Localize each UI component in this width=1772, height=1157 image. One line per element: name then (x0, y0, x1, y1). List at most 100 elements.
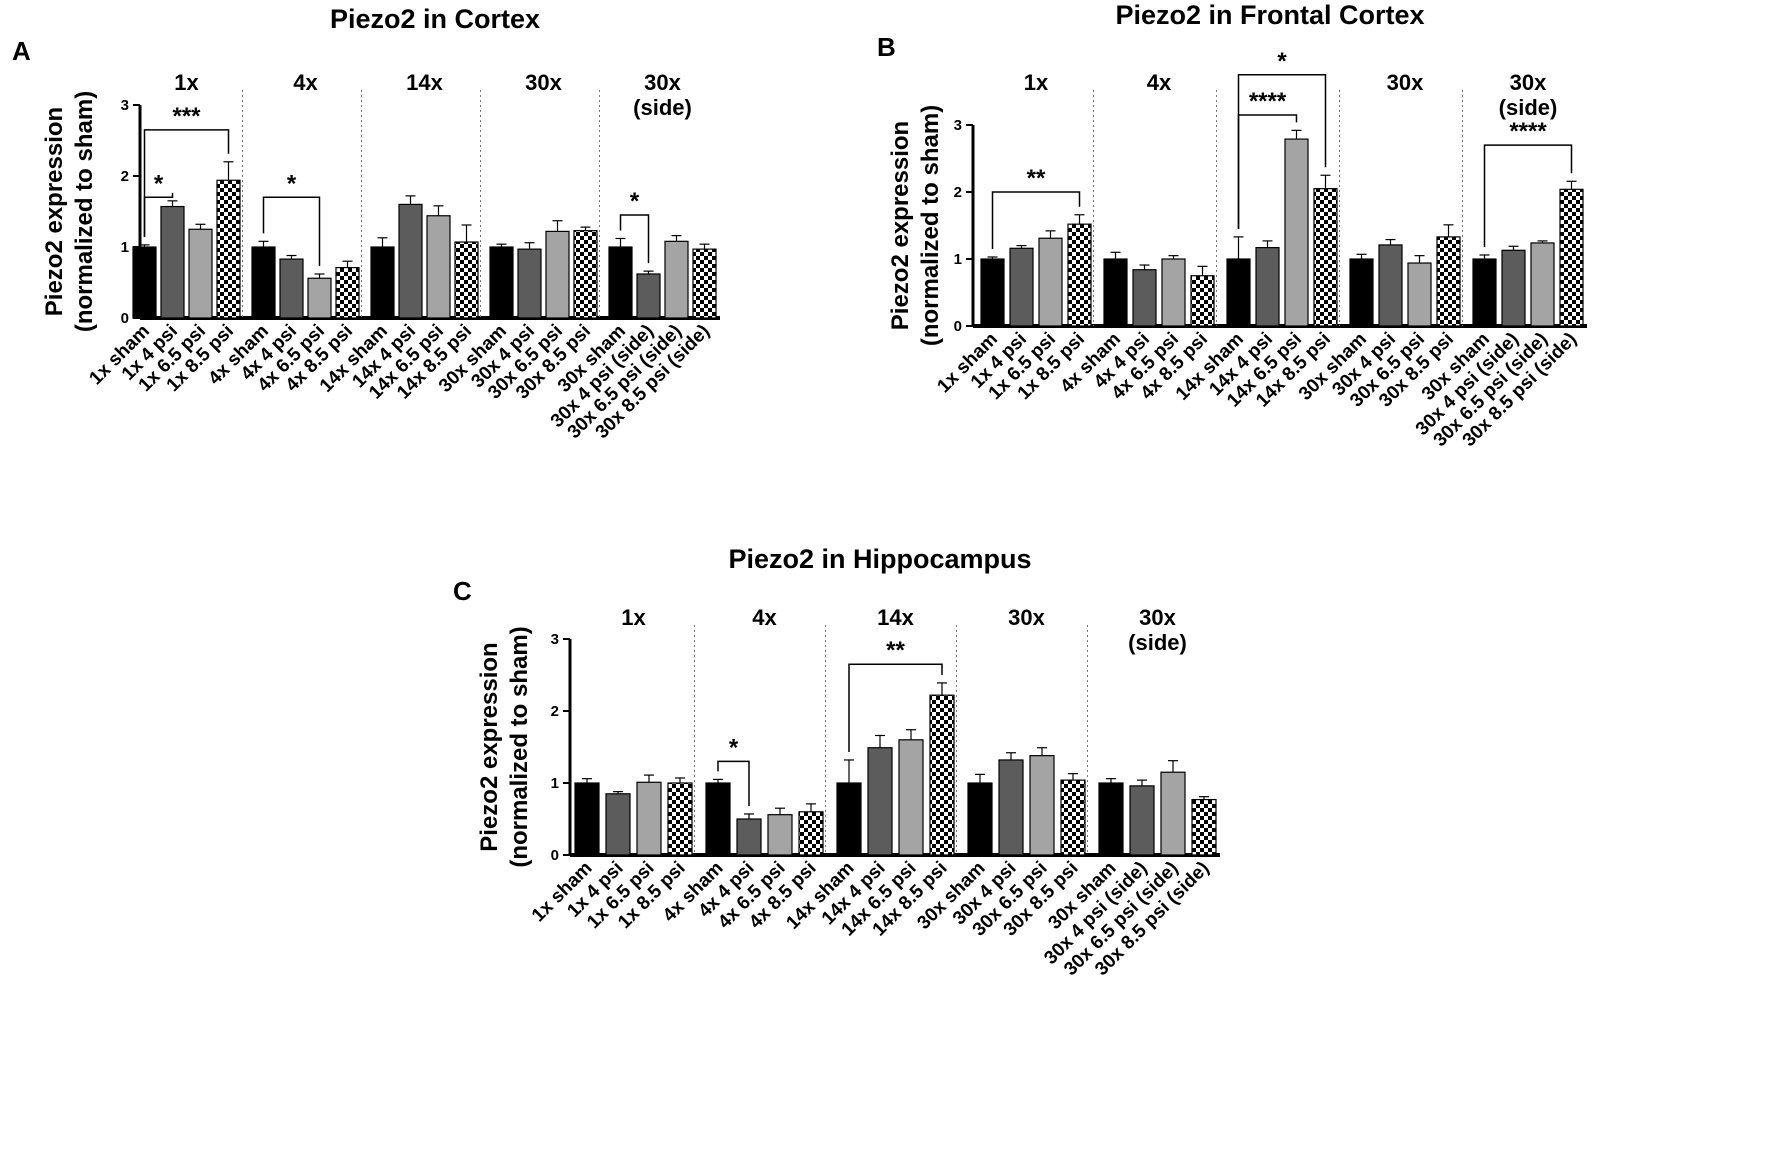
y-tick-label: 0 (551, 847, 559, 864)
bar (605, 793, 631, 856)
group-label-line: 1x (174, 70, 199, 95)
significance-label: ** (1027, 165, 1046, 192)
group-label-line: 14x (406, 70, 443, 95)
group-label-line: 30x (1139, 605, 1176, 630)
bar (307, 277, 332, 319)
bar (1378, 244, 1403, 327)
significance-bracket (848, 663, 943, 752)
bar (667, 782, 693, 856)
bar (767, 814, 793, 856)
bar (160, 205, 185, 319)
bar (1559, 188, 1584, 327)
y-axis-label-line: Piezo2 expression (41, 107, 68, 316)
bar (1407, 262, 1432, 327)
significance-bracket (262, 196, 321, 266)
bar (929, 694, 955, 856)
y-axis-label: Piezo2 expression (normalized to sham) (887, 105, 944, 346)
significance-label: * (287, 170, 297, 197)
group-label-line: 30x (1008, 605, 1045, 630)
group-label: 4x (1147, 70, 1172, 95)
bar (216, 179, 241, 319)
group-label-line: 30x (644, 70, 681, 95)
y-axis-label-line: Piezo2 expression (887, 121, 914, 330)
bar (1009, 247, 1034, 327)
chart-title: Piezo2 in Cortex (330, 4, 540, 34)
group-label: 1x (1024, 70, 1049, 95)
bar (636, 781, 662, 856)
group-label-line: 30x (1387, 70, 1424, 95)
bar (1349, 258, 1374, 327)
y-tick-label: 3 (121, 97, 129, 114)
y-tick-label: 1 (121, 239, 129, 256)
significance-bracket (619, 214, 650, 264)
group-label-line: 30x (1510, 70, 1547, 95)
bar (1038, 237, 1063, 327)
bar (1284, 138, 1309, 327)
bar (692, 248, 717, 319)
bar (1190, 275, 1215, 327)
bar (1098, 782, 1124, 856)
group-label: 30x (1387, 70, 1424, 95)
bar (1132, 269, 1157, 327)
bar (608, 246, 633, 319)
bar (370, 246, 395, 319)
bar (426, 215, 451, 319)
group-label-line: 4x (293, 70, 318, 95)
bar (1501, 249, 1526, 327)
group-label: 1x (174, 70, 199, 95)
bar (335, 266, 360, 319)
bar (636, 273, 661, 319)
panel-letter: C (453, 576, 472, 606)
bar (489, 246, 514, 319)
y-tick-label: 0 (121, 310, 129, 327)
significance-label: * (729, 734, 739, 761)
bar (967, 782, 993, 856)
y-tick-label: 2 (121, 168, 129, 185)
bar (1226, 258, 1251, 327)
bar (798, 811, 824, 856)
bar (1029, 755, 1055, 856)
bar (132, 246, 157, 319)
group-label-line: (side) (1128, 630, 1187, 655)
bar (1160, 771, 1186, 856)
bar (898, 739, 924, 856)
bar (573, 230, 598, 319)
bar (545, 230, 570, 319)
bar (998, 759, 1024, 856)
panel-letter: B (877, 32, 896, 62)
group-label-line: 1x (1024, 70, 1049, 95)
bar (398, 203, 423, 319)
significance-label: * (630, 188, 640, 215)
group-label-line: 30x (525, 70, 562, 95)
group-label-line: (side) (1499, 95, 1558, 120)
significance-bracket (717, 760, 750, 806)
significance-bracket (143, 129, 230, 237)
panel-b-chart: B Piezo2 in Frontal Cortex 0 1 2 3 Piezo2 ex… (877, 0, 1587, 451)
significance-label: * (1277, 48, 1287, 75)
y-tick-label: 2 (551, 703, 559, 720)
group-label: 4x (293, 70, 318, 95)
y-axis-label-line: (normalized to sham) (506, 626, 533, 867)
group-label-line: (side) (633, 95, 692, 120)
bar (454, 241, 479, 319)
y-tick-label: 1 (551, 775, 559, 792)
bar (279, 258, 304, 319)
bar (251, 246, 276, 319)
group-label: 1x (621, 605, 646, 630)
y-axis-label-line: Piezo2 expression (476, 642, 503, 851)
bar (1255, 247, 1280, 327)
group-label: 14x (406, 70, 443, 95)
y-tick-label: 3 (551, 631, 559, 648)
bar (664, 240, 689, 319)
bar (1472, 258, 1497, 327)
group-label: 30x (1008, 605, 1045, 630)
significance-label: **** (1509, 118, 1547, 145)
y-tick-label: 3 (954, 117, 962, 134)
bar (836, 782, 862, 856)
significance-label: **** (1249, 88, 1287, 115)
significance-label: *** (172, 103, 201, 130)
group-label: 30x (525, 70, 562, 95)
bar (517, 248, 542, 319)
bar (1313, 188, 1338, 327)
